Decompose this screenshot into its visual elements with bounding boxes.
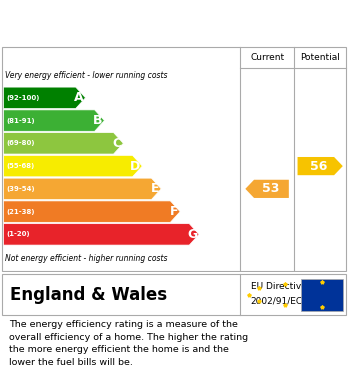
Polygon shape: [3, 224, 199, 245]
Text: B: B: [93, 114, 103, 127]
Text: 56: 56: [310, 160, 327, 172]
FancyBboxPatch shape: [301, 279, 343, 310]
Text: (69-80): (69-80): [6, 140, 35, 146]
Text: D: D: [130, 160, 141, 172]
Text: (1-20): (1-20): [6, 231, 30, 237]
Text: C: C: [112, 137, 121, 150]
Text: (55-68): (55-68): [6, 163, 34, 169]
Polygon shape: [245, 180, 289, 198]
Text: 53: 53: [262, 182, 279, 196]
Polygon shape: [298, 157, 343, 175]
Text: (39-54): (39-54): [6, 186, 35, 192]
Text: Very energy efficient - lower running costs: Very energy efficient - lower running co…: [5, 71, 168, 80]
Text: Potential: Potential: [300, 52, 340, 61]
Text: G: G: [187, 228, 197, 241]
Text: Not energy efficient - higher running costs: Not energy efficient - higher running co…: [5, 254, 168, 263]
Text: EU Directive: EU Directive: [251, 282, 307, 291]
Polygon shape: [3, 155, 142, 177]
Polygon shape: [3, 110, 104, 131]
Text: The energy efficiency rating is a measure of the
overall efficiency of a home. T: The energy efficiency rating is a measur…: [9, 320, 248, 366]
Text: Current: Current: [250, 52, 284, 61]
Text: (92-100): (92-100): [6, 95, 40, 101]
Polygon shape: [3, 87, 86, 109]
Polygon shape: [3, 178, 161, 199]
Polygon shape: [3, 133, 123, 154]
Polygon shape: [3, 201, 180, 222]
Text: (21-38): (21-38): [6, 209, 35, 215]
Text: England & Wales: England & Wales: [10, 285, 168, 304]
Text: Energy Efficiency Rating: Energy Efficiency Rating: [10, 16, 232, 31]
Text: 2002/91/EC: 2002/91/EC: [251, 297, 303, 306]
Text: F: F: [170, 205, 179, 218]
Text: A: A: [74, 91, 84, 104]
Text: (81-91): (81-91): [6, 118, 35, 124]
Text: E: E: [151, 182, 159, 196]
